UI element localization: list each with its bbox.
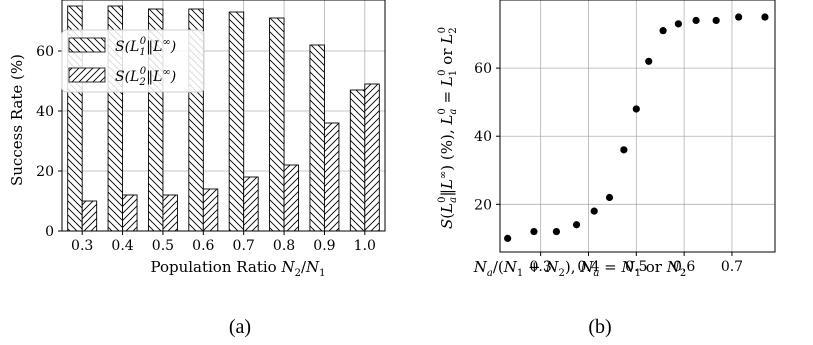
x-tick-label: 0.8 (273, 238, 295, 254)
scatter-point (761, 13, 769, 21)
bar-series-2 (162, 194, 178, 232)
scatter-point (692, 16, 700, 25)
scatter-point (504, 234, 512, 242)
scatter-chart-panel: 0.3 0.4 0.5 0.6 0.7 20 40 60 Na/(N1 + N2), Na =… (437, 0, 776, 338)
x-tick-label: 0.5 (625, 259, 647, 275)
bar-series-1 (309, 44, 325, 232)
bar-series-1 (228, 11, 245, 232)
bar-series-2 (122, 194, 138, 232)
x-tick-label: 0.6 (192, 238, 214, 254)
scatter-point (572, 221, 581, 229)
grid-lines (500, 0, 775, 252)
y-tick-label: 0 (45, 224, 54, 240)
bar-series-2 (81, 200, 98, 232)
x-tick-label: 0.4 (111, 238, 133, 254)
y-axis-label: Success Rate (%) (8, 54, 26, 186)
bar-series-2 (243, 176, 259, 232)
y-tick-label: 20 (474, 197, 492, 213)
scatter-point (605, 193, 614, 202)
bar-series-1 (349, 89, 366, 232)
bar-series-2 (364, 83, 380, 232)
x-tick-label: 0.9 (313, 238, 335, 254)
bar-series-1 (269, 17, 285, 232)
legend-label-series-2: S(L20‖L∞) (115, 66, 176, 88)
scatter-point (674, 20, 682, 28)
scatter-point (590, 207, 598, 215)
x-tick-label: 0.5 (152, 238, 174, 254)
y-tick-label: 40 (36, 104, 54, 120)
bar-chart-panel: 0.3 0.4 0.5 0.6 0.7 0.8 0.9 1.0 0 20 40 60 S(L10‖L∞… (8, 0, 386, 338)
scatter-point (645, 57, 653, 65)
x-tick-label: 0.3 (530, 259, 552, 275)
bar-series-2 (323, 122, 340, 232)
scatter-series (504, 13, 769, 242)
plot-frame (61, 0, 386, 232)
x-axis-label: Population Ratio N2/N1 (150, 258, 325, 279)
tick-labels: 0.3 0.4 0.5 0.6 0.7 20 40 60 (474, 61, 743, 275)
x-tick-label: 0.6 (673, 259, 695, 275)
scatter-point (659, 27, 667, 35)
legend: S(L10‖L∞) S(L20‖L∞) (61, 29, 205, 93)
x-tick-label: 0.7 (721, 259, 743, 275)
caption-b: (b) (588, 316, 611, 338)
x-axis-label: Na/(N1 + N2), Na = N1 or N2 (473, 258, 686, 279)
y-tick-label: 60 (474, 61, 492, 77)
scatter-point (712, 16, 720, 25)
bar-series-2 (283, 164, 300, 232)
legend-label-series-1: S(L10‖L∞) (115, 36, 176, 58)
legend-swatch-series-1 (68, 37, 106, 53)
caption-a: (a) (229, 316, 251, 338)
x-tick-label: 0.3 (71, 238, 93, 254)
scatter-point (735, 13, 743, 21)
scatter-point (530, 227, 538, 236)
y-tick-label: 40 (474, 129, 492, 145)
x-tick-label: 0.4 (577, 259, 599, 275)
plot-frame (499, 0, 776, 253)
y-tick-label: 60 (36, 44, 54, 60)
y-tick-label: 20 (36, 164, 54, 180)
tick-labels: 0.3 0.4 0.5 0.6 0.7 0.8 0.9 1.0 0 20 40 60 (36, 44, 376, 254)
scatter-point (632, 105, 640, 113)
x-tick-label: 0.7 (233, 238, 255, 254)
y-axis-label: S(La0‖L∞) (%), La0 = L10 or L20 (437, 27, 459, 229)
scatter-point (552, 227, 561, 236)
bar-series-2 (202, 188, 219, 232)
legend-swatch-series-2 (68, 67, 106, 83)
scatter-point (620, 146, 628, 154)
x-tick-label: 1.0 (354, 238, 376, 254)
